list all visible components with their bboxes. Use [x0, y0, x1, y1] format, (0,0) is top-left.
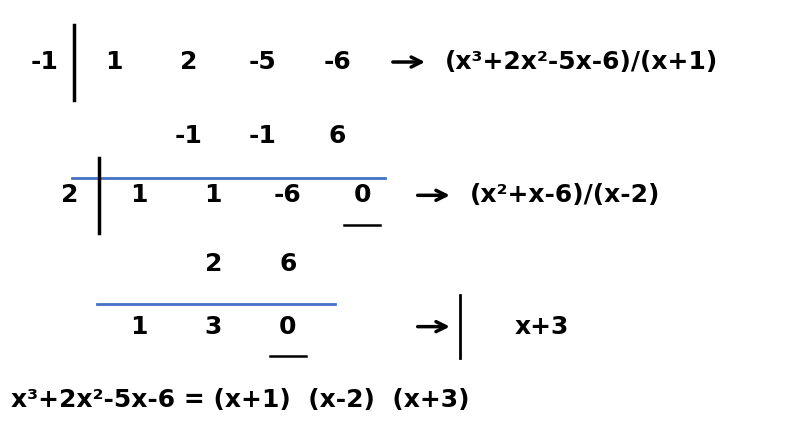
- Text: 2: 2: [61, 183, 78, 207]
- Text: -1: -1: [30, 50, 58, 74]
- Text: 6: 6: [279, 253, 297, 276]
- Text: x+3: x+3: [514, 315, 569, 339]
- Text: -5: -5: [249, 50, 277, 74]
- Text: 1: 1: [205, 183, 222, 207]
- Text: -1: -1: [174, 124, 202, 148]
- Text: -6: -6: [274, 183, 302, 207]
- Text: (x³+2x²-5x-6)/(x+1): (x³+2x²-5x-6)/(x+1): [445, 50, 718, 74]
- Text: -1: -1: [249, 124, 277, 148]
- Text: (x²+x-6)/(x-2): (x²+x-6)/(x-2): [470, 183, 660, 207]
- Text: -6: -6: [323, 50, 351, 74]
- Text: 2: 2: [205, 253, 222, 276]
- Text: 1: 1: [130, 315, 147, 339]
- Text: 3: 3: [205, 315, 222, 339]
- Text: 1: 1: [130, 183, 147, 207]
- Text: x³+2x²-5x-6 = (x+1)  (x-2)  (x+3): x³+2x²-5x-6 = (x+1) (x-2) (x+3): [10, 388, 470, 412]
- Text: 6: 6: [329, 124, 346, 148]
- Text: 0: 0: [279, 315, 297, 339]
- Text: 2: 2: [180, 50, 197, 74]
- Text: 1: 1: [106, 50, 122, 74]
- Text: 0: 0: [354, 183, 371, 207]
